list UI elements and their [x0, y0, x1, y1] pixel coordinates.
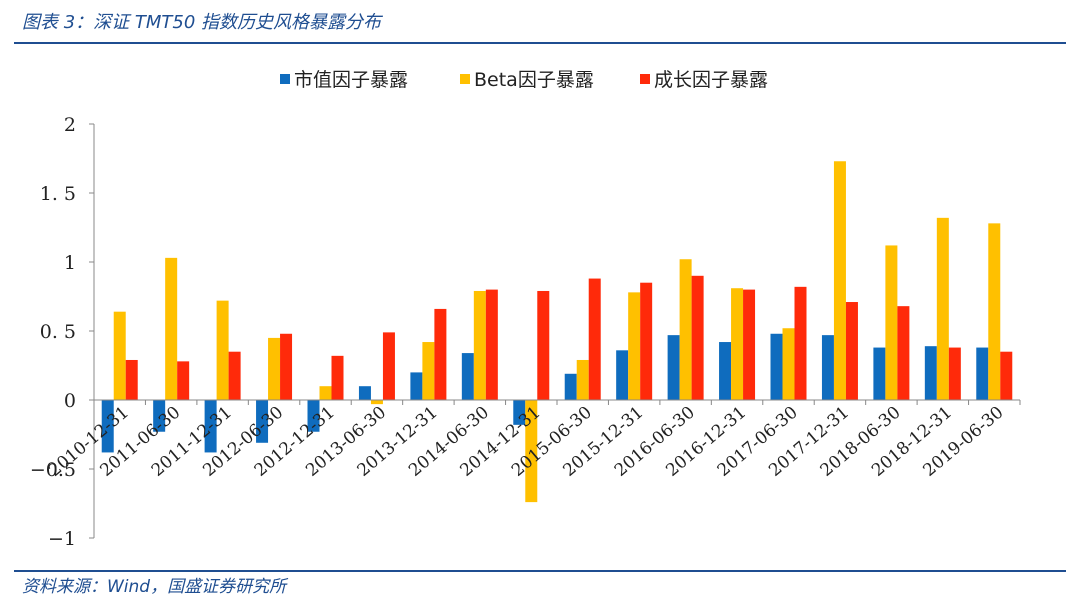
bar-series-2 [731, 288, 744, 400]
bar-series-3 [228, 351, 241, 400]
bar-series-2 [268, 337, 281, 400]
bar-series-1 [667, 335, 680, 400]
bar-series-3 [125, 359, 138, 400]
bar-series-2 [473, 290, 486, 400]
bar-series-2 [165, 257, 178, 400]
bar-series-3 [897, 306, 910, 400]
bar-series-2 [576, 359, 589, 400]
bar-series-3 [845, 302, 858, 400]
style-exposure-bar-chart: 市值因子暴露 Beta因子暴露 成长因子暴露 −1 −0.5 0 0. 5 1 1. 5 2 2… [30, 69, 1021, 550]
bar-series-2 [525, 400, 538, 503]
legend-label-1: 市值因子暴露 [294, 69, 408, 91]
bar-series-1 [564, 373, 577, 400]
bar-series-1 [821, 335, 834, 400]
y-tick-label: 2 [64, 114, 76, 136]
source-note: 资料来源：Wind，国盛证券研究所 [22, 577, 287, 597]
bar-series-2 [988, 223, 1001, 400]
bar-series-2 [628, 292, 641, 400]
legend-swatch-1 [280, 74, 290, 84]
bar-series-2 [113, 311, 126, 400]
bar-series-3 [485, 289, 498, 400]
bar-series-1 [770, 333, 783, 400]
y-tick-label: 0 [64, 390, 76, 412]
legend-swatch-2 [460, 74, 470, 84]
bar-series-3 [177, 361, 190, 400]
bar-series-2 [216, 300, 229, 400]
bar-series-group [101, 161, 1013, 503]
y-tick-label: −0.5 [30, 459, 76, 481]
bar-series-3 [588, 278, 601, 400]
bar-series-1 [976, 347, 989, 400]
legend-label-2: Beta因子暴露 [474, 69, 594, 91]
y-tick-label: 1. 5 [40, 183, 76, 205]
y-tick-label: −1 [48, 528, 76, 550]
y-axis: −1 −0.5 0 0. 5 1 1. 5 2 [30, 114, 95, 550]
legend-label-3: 成长因子暴露 [654, 69, 768, 91]
bar-series-1 [719, 342, 732, 400]
bar-series-3 [743, 289, 756, 400]
bar-series-3 [280, 333, 293, 400]
bar-series-1 [256, 400, 269, 443]
bar-series-2 [319, 386, 332, 400]
bottom-rule [14, 570, 1066, 572]
bar-series-3 [434, 308, 447, 400]
y-tick-label: 1 [64, 252, 76, 274]
bar-series-3 [691, 275, 704, 400]
bar-series-1 [101, 400, 114, 453]
bar-series-3 [948, 347, 961, 400]
bar-series-3 [331, 355, 344, 400]
bar-series-1 [307, 400, 320, 432]
chart-legend: 市值因子暴露 Beta因子暴露 成长因子暴露 [280, 69, 768, 91]
bar-series-1 [873, 347, 886, 400]
bar-series-1 [358, 386, 371, 400]
bar-series-1 [513, 400, 526, 425]
bar-series-3 [382, 332, 395, 400]
bar-series-2 [782, 328, 795, 400]
figure-title: 图表 3：深证 TMT50 指数历史风格暴露分布 [22, 12, 382, 33]
legend-swatch-3 [640, 74, 650, 84]
bar-series-2 [936, 217, 949, 400]
bar-series-1 [153, 400, 166, 432]
bar-series-1 [410, 372, 423, 400]
bar-series-2 [679, 259, 692, 400]
bar-series-2 [422, 342, 435, 400]
bar-series-2 [370, 400, 383, 405]
bar-series-3 [537, 290, 550, 400]
top-rule [14, 42, 1066, 44]
bar-series-1 [461, 353, 474, 400]
y-tick-label: 0. 5 [40, 321, 76, 343]
bar-series-2 [833, 161, 846, 400]
bar-series-2 [885, 245, 898, 400]
bar-series-1 [924, 346, 937, 400]
bar-series-3 [640, 282, 653, 400]
bar-series-1 [616, 350, 629, 400]
bar-series-1 [204, 400, 217, 453]
bar-series-3 [1000, 351, 1013, 400]
bar-series-3 [794, 286, 807, 400]
